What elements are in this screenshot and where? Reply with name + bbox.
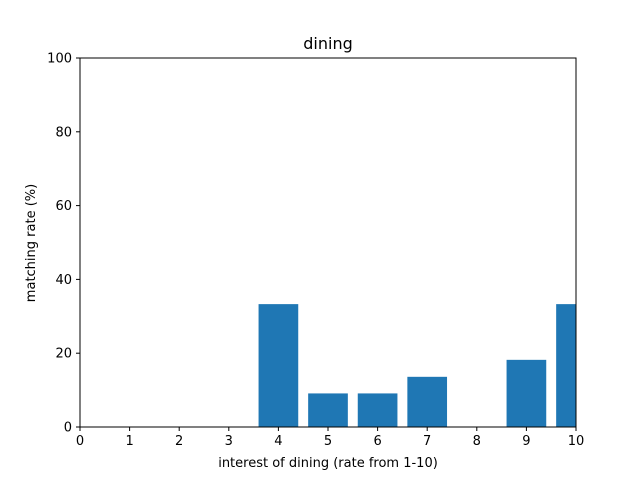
x-tick-label-7: 7: [423, 434, 431, 449]
bars-layer: [258, 304, 576, 427]
x-tick-label-0: 0: [76, 434, 84, 449]
y-tick-label-80: 80: [55, 125, 72, 140]
x-tick-label-5: 5: [324, 434, 332, 449]
x-tick-label-2: 2: [175, 434, 183, 449]
bar-5: [308, 393, 348, 427]
y-tick-label-20: 20: [55, 347, 72, 362]
x-tick-label-8: 8: [473, 434, 481, 449]
bar-4: [258, 304, 299, 427]
bar-6: [357, 393, 398, 427]
bar-9: [506, 359, 547, 427]
x-tick-label-10: 10: [568, 434, 585, 449]
x-tick-label-3: 3: [225, 434, 233, 449]
y-tick-label-100: 100: [47, 52, 72, 67]
x-tick-label-1: 1: [125, 434, 133, 449]
x-tick-label-9: 9: [522, 434, 530, 449]
bar-7: [407, 376, 448, 427]
x-tick-label-4: 4: [274, 434, 282, 449]
x-axis-label: interest of dining (rate from 1-10): [218, 456, 438, 471]
y-axis-label: matching rate (%): [24, 184, 39, 302]
bar-10: [556, 304, 576, 427]
chart-title: dining: [303, 34, 352, 53]
y-tick-label-60: 60: [55, 199, 72, 214]
y-tick-label-0: 0: [64, 421, 72, 436]
y-tick-label-40: 40: [55, 273, 72, 288]
x-tick-label-6: 6: [373, 434, 381, 449]
